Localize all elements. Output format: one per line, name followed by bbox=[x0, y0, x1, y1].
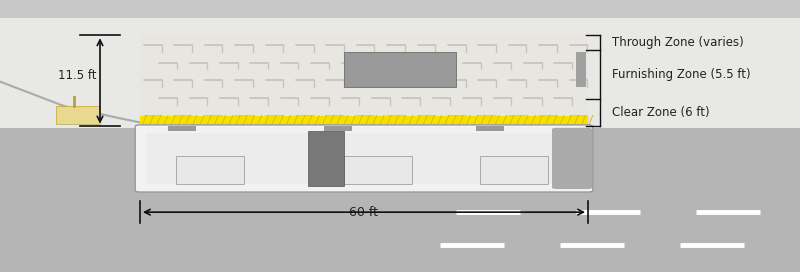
Bar bbox=[344, 156, 412, 184]
Bar bbox=[0, 0, 800, 18]
Bar bbox=[324, 126, 352, 131]
Bar bbox=[140, 35, 588, 126]
FancyBboxPatch shape bbox=[135, 125, 593, 192]
Text: 60 ft: 60 ft bbox=[350, 206, 378, 219]
Text: Furnishing Zone (5.5 ft): Furnishing Zone (5.5 ft) bbox=[612, 68, 750, 81]
Bar bbox=[308, 131, 344, 186]
Bar bbox=[56, 106, 100, 124]
Bar bbox=[476, 126, 504, 131]
Text: Clear Zone (6 ft): Clear Zone (6 ft) bbox=[612, 106, 710, 119]
Bar bbox=[176, 156, 244, 184]
Bar bbox=[0, 128, 800, 272]
Bar bbox=[168, 126, 196, 131]
Bar bbox=[344, 52, 456, 87]
Bar bbox=[146, 133, 582, 184]
Text: 11.5 ft: 11.5 ft bbox=[58, 69, 96, 82]
Bar bbox=[0, 0, 800, 128]
Text: Through Zone (varies): Through Zone (varies) bbox=[612, 36, 744, 49]
FancyBboxPatch shape bbox=[552, 128, 592, 189]
Bar bbox=[140, 116, 588, 126]
Bar bbox=[480, 156, 548, 184]
Bar bbox=[576, 52, 586, 87]
